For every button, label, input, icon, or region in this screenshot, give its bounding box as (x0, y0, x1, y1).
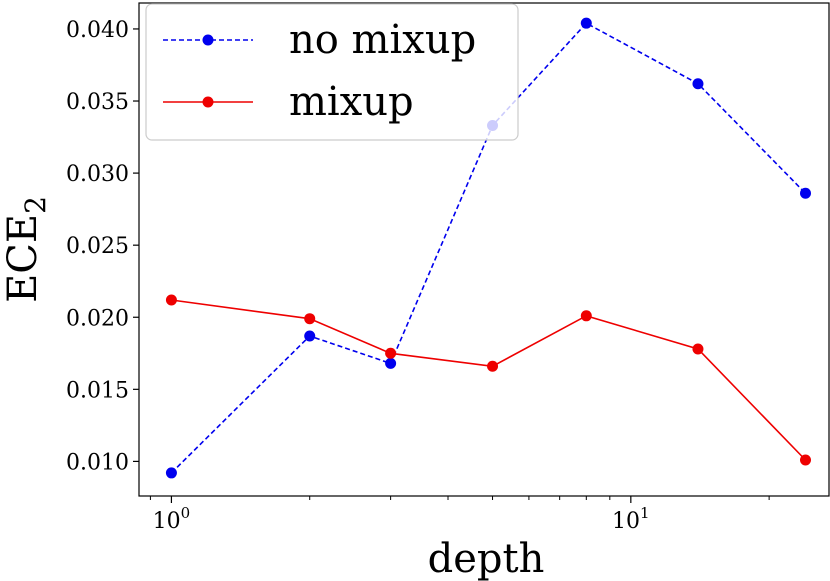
point-mixup-6 (800, 454, 812, 466)
series-line-mixup (171, 299, 807, 461)
point-no-mixup-0 (165, 467, 177, 479)
plot-frame (138, 2, 830, 497)
point-no-mixup-5 (692, 78, 704, 90)
point-no-mixup-4 (580, 17, 592, 29)
point-no-mixup-2 (385, 357, 397, 369)
point-mixup-4 (580, 310, 592, 322)
y-tick-label: 0.030 (66, 162, 129, 187)
ticks-layer: 0.010 0.015 0.020 0.025 0.030 0.035 0.040 100 10… (66, 18, 770, 534)
x-axis-label: depth (428, 536, 545, 581)
y-axis-label-subscript: 2 (19, 196, 52, 214)
legend-box (145, 3, 519, 141)
point-no-mixup-1 (304, 330, 316, 342)
point-mixup-5 (692, 343, 704, 355)
legend-label-mixup: mixup (289, 79, 414, 125)
legend-marker-mixup (202, 96, 214, 108)
y-axis-label: ECE2 (0, 196, 52, 303)
y-tick-label: 0.025 (66, 234, 129, 259)
y-tick-label: 0.015 (66, 378, 129, 403)
point-mixup-1 (304, 313, 316, 325)
point-mixup-0 (165, 294, 177, 306)
y-tick-label: 0.020 (66, 306, 129, 331)
point-no-mixup-6 (800, 187, 812, 199)
point-mixup-3 (487, 360, 499, 372)
y-tick-label: 0.010 (66, 450, 129, 475)
x-tick-label: 100 (153, 504, 191, 534)
legend: no mixup mixup (145, 3, 519, 141)
point-mixup-2 (385, 347, 397, 359)
y-tick-label: 0.040 (66, 18, 129, 43)
legend-label-no-mixup: no mixup (289, 17, 476, 63)
x-tick-label: 101 (612, 504, 650, 534)
series-layer (165, 17, 812, 479)
y-axis-label-main: ECE (0, 214, 46, 303)
legend-marker-no-mixup (202, 34, 214, 46)
y-tick-label: 0.035 (66, 90, 129, 115)
